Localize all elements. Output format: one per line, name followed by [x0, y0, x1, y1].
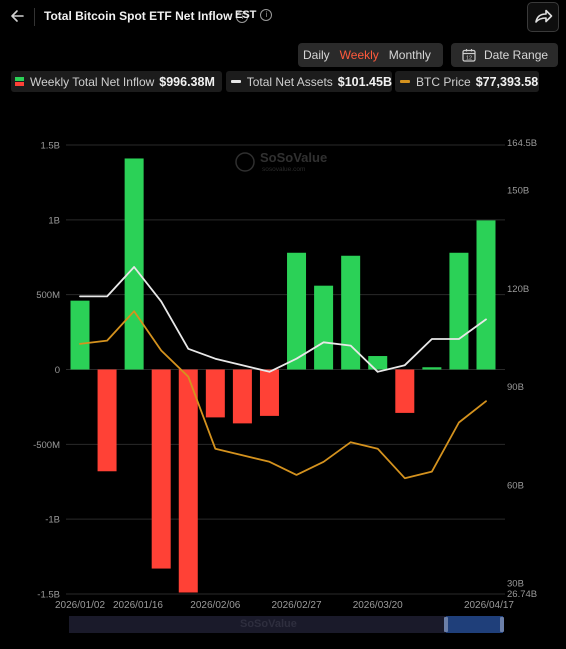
timeline-track	[69, 616, 503, 633]
y-tick-label: -500M	[33, 440, 60, 451]
legend-net-inflow-value: $996.38M	[159, 74, 215, 89]
y-tick-label: 0	[55, 365, 60, 376]
legend-net-assets-value: $101.45B	[337, 74, 392, 89]
period-daily-button[interactable]: Daily	[303, 48, 330, 62]
x-tick-label: 2026/01/02	[55, 600, 105, 611]
legend-net-assets-label: Total Net Assets	[246, 74, 333, 89]
y2-tick-label: 30B	[507, 579, 524, 590]
back-arrow-icon[interactable]	[8, 6, 28, 26]
y-tick-label: -1.5B	[37, 590, 60, 601]
inflow-bar	[395, 369, 415, 413]
timezone-info-icon[interactable]: i	[260, 9, 273, 21]
net-assets-line	[79, 266, 487, 373]
title-text: Total Bitcoin Spot ETF Net Inflow	[44, 9, 233, 23]
y-tick-label: 1.5B	[40, 141, 60, 152]
legend-btc-price-label: BTC Price	[416, 74, 471, 89]
date-range-label: Date Range	[484, 48, 549, 62]
x-tick-label: 2026/02/06	[190, 600, 240, 611]
y2-tick-label: 60B	[507, 480, 524, 491]
inflow-bar	[314, 285, 334, 370]
period-monthly-button[interactable]: Monthly	[388, 48, 431, 62]
inflow-bar	[178, 369, 198, 593]
net-assets-swatch	[231, 80, 241, 83]
inflow-bar	[476, 220, 496, 370]
timeline-selection	[446, 616, 503, 633]
legend-btc-price[interactable]: BTC Price $77,393.58	[395, 71, 539, 92]
inflow-bar	[151, 369, 171, 569]
inflow-bar	[232, 369, 252, 424]
y2-tick-label: 26.74B	[507, 589, 537, 600]
timezone-label[interactable]: EST i	[235, 9, 273, 21]
inflow-bar	[124, 158, 144, 370]
timeline-handle-right	[500, 617, 504, 632]
legend-net-inflow-label: Weekly Total Net Inflow	[30, 74, 155, 89]
inflow-bar	[259, 369, 279, 416]
info-icon[interactable]: i	[236, 11, 249, 23]
timezone-text: EST	[235, 9, 257, 21]
y-tick-label: 1B	[48, 215, 60, 226]
x-tick-label: 2026/01/16	[113, 600, 163, 611]
y2-tick-label: 150B	[507, 186, 529, 197]
header-divider	[34, 8, 35, 26]
btc-price-line	[79, 310, 487, 480]
inflow-bar	[368, 356, 388, 370]
legend-net-inflow[interactable]: Weekly Total Net Inflow $996.38M	[11, 71, 222, 92]
y2-tick-label: 164.5B	[507, 138, 537, 149]
legend-btc-price-value: $77,393.58	[475, 74, 539, 89]
x-tick-label: 2026/04/17	[464, 600, 514, 611]
btc-price-swatch	[400, 80, 410, 83]
inflow-bar	[205, 369, 225, 418]
inflow-bar	[341, 255, 361, 370]
net-inflow-swatch	[15, 77, 24, 86]
date-range-button[interactable]: 12 Date Range	[451, 43, 558, 67]
page-title: Total Bitcoin Spot ETF Net Inflow i	[44, 9, 249, 23]
svg-text:12: 12	[466, 56, 472, 62]
inflow-bar	[287, 252, 307, 370]
watermark-site: sosovalue.com	[262, 166, 305, 173]
y-tick-label: -1B	[45, 515, 60, 526]
inflow-bar	[449, 252, 469, 370]
inflow-bar	[70, 300, 90, 370]
inflow-bar	[97, 369, 117, 472]
watermark-logo-icon	[235, 152, 255, 172]
share-button[interactable]	[527, 2, 559, 32]
period-weekly-button[interactable]: Weekly	[339, 48, 379, 62]
top-bar: Total Bitcoin Spot ETF Net Inflow i EST i	[0, 0, 566, 34]
watermark-brand: SoSoValue	[260, 150, 327, 165]
x-tick-label: 2026/03/20	[353, 600, 403, 611]
inflow-chart[interactable]: 1.5B 1B 500M 0 -500M -1B -1.5B 164.5B 150B 120B 90…	[0, 100, 566, 649]
y2-tick-label: 90B	[507, 382, 524, 393]
period-toggle: Daily Weekly Monthly	[298, 43, 443, 67]
x-tick-label: 2026/02/27	[272, 600, 322, 611]
timeline-handle-left	[444, 617, 448, 632]
timeline-watermark: SoSoValue	[240, 618, 297, 630]
share-icon	[535, 9, 553, 23]
y-tick-label: 500M	[36, 290, 60, 301]
y2-tick-label: 120B	[507, 284, 529, 295]
inflow-bar	[422, 367, 442, 370]
calendar-icon: 12	[462, 49, 476, 62]
legend-net-assets[interactable]: Total Net Assets $101.45B	[226, 71, 392, 92]
